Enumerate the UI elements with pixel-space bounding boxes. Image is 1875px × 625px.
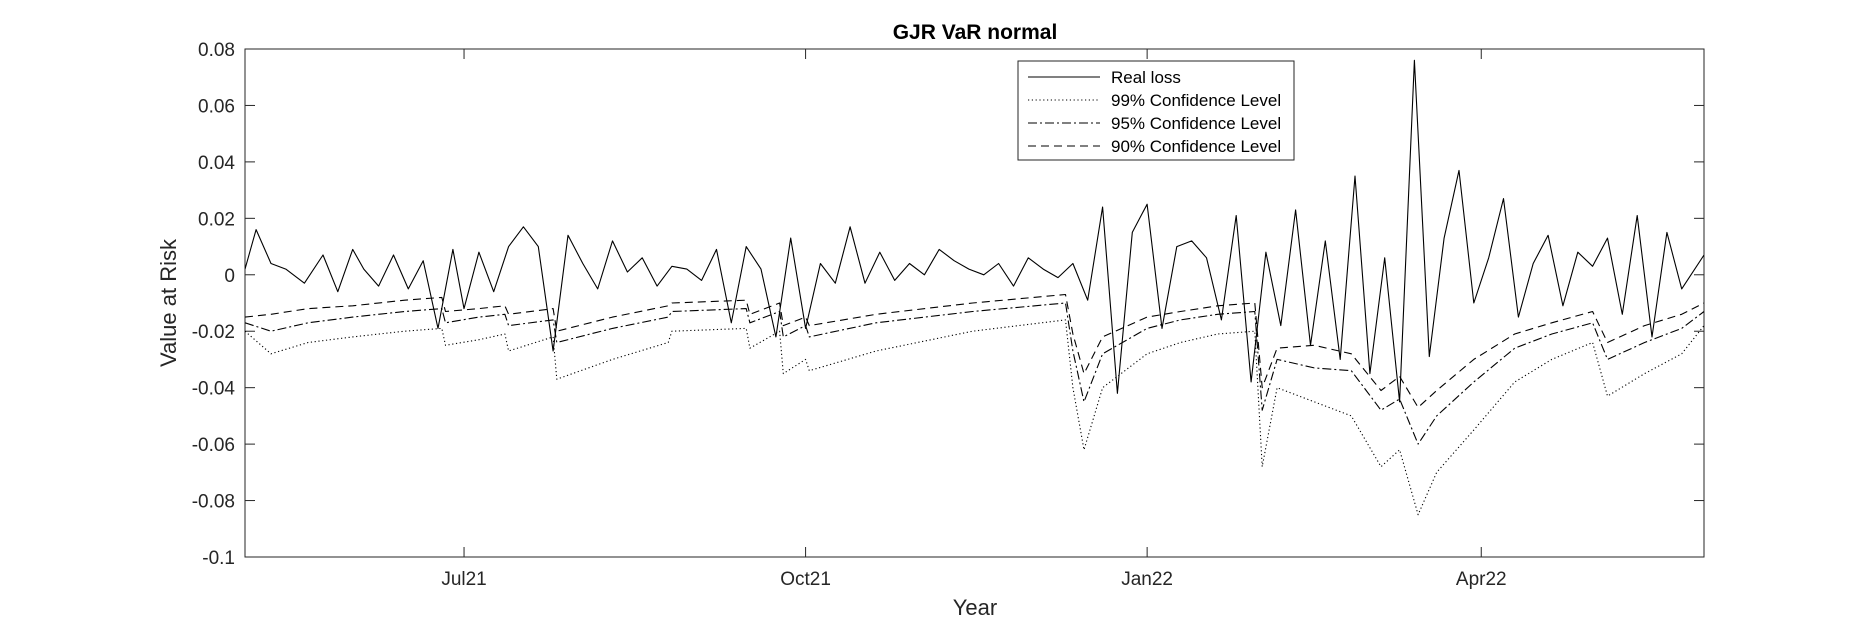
series-line-99-confidence-level [245, 319, 1704, 516]
plot-area: -0.1 -0.08 -0.06 -0.04 -0.02 0 0.02 0.04 0.06 0.0… [192, 40, 1705, 590]
legend-entry-label: 95% Confidence Level [1111, 114, 1281, 133]
series-line-90-confidence-level [245, 293, 1704, 408]
series-line-real-loss [245, 59, 1704, 403]
x-tick-label: Oct21 [780, 569, 831, 590]
y-tick-label: -0.06 [192, 435, 235, 456]
legend-entry-label: 99% Confidence Level [1111, 91, 1281, 110]
legend-entry-label: 90% Confidence Level [1111, 137, 1281, 156]
y-tick-label: 0.04 [198, 153, 235, 174]
series-line-95-confidence-level [245, 302, 1704, 445]
y-tick-label: 0.06 [198, 96, 235, 117]
y-tick-label: -0.04 [192, 379, 236, 400]
x-tick-label: Apr22 [1456, 569, 1507, 590]
legend: Real loss 99% Confidence Level 95% Confide… [1017, 60, 1295, 161]
y-tick-label: -0.08 [192, 492, 235, 513]
y-tick-label: 0 [224, 266, 235, 287]
y-tick-label: -0.02 [192, 322, 235, 343]
x-tick-label: Jul21 [441, 569, 486, 590]
chart-title: GJR VaR normal [893, 21, 1058, 44]
legend-entry-label: Real loss [1111, 68, 1181, 87]
y-tick-label: 0.08 [198, 40, 235, 61]
y-tick-label: -0.1 [202, 548, 235, 569]
x-tick-label: Jan22 [1121, 569, 1173, 590]
y-tick-label: 0.02 [198, 209, 235, 230]
x-axis-label: Year [953, 595, 997, 620]
y-axis-label: Value at Risk [156, 238, 181, 367]
